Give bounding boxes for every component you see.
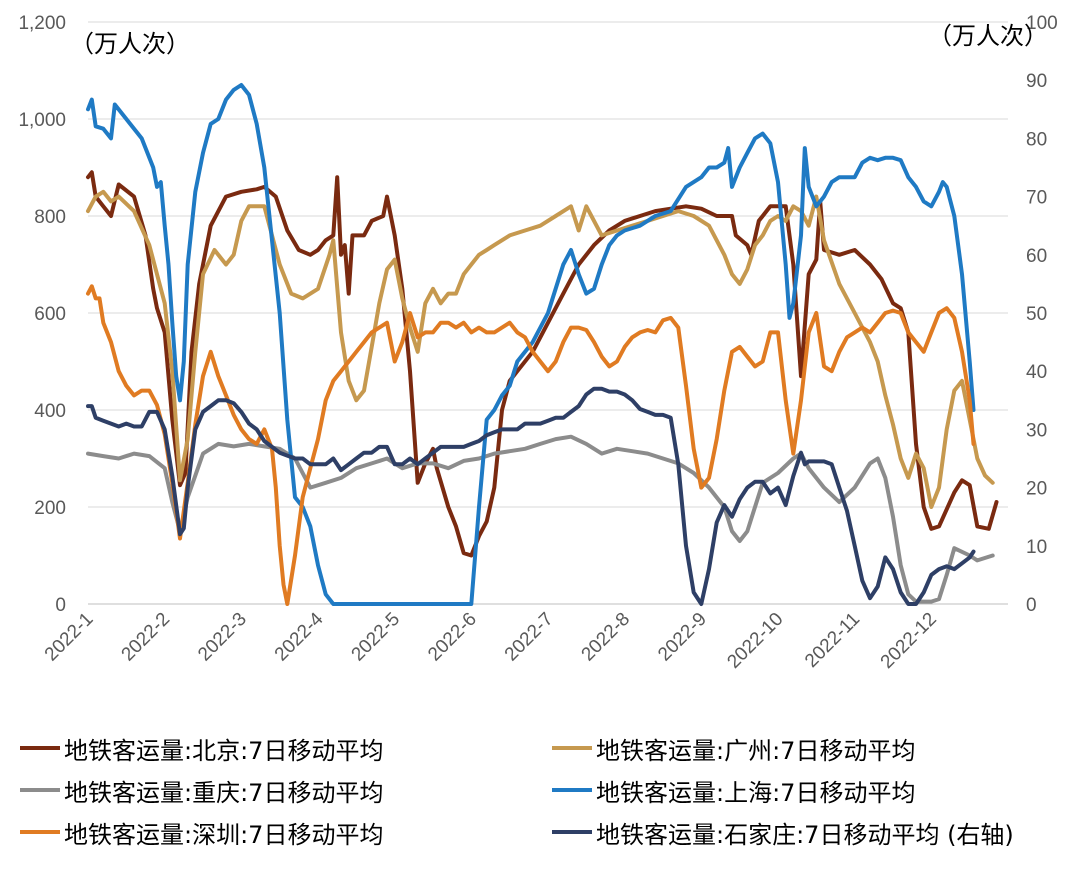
x-tick-label: 2022-1	[41, 609, 98, 666]
right-tick-label: 90	[1026, 71, 1047, 92]
x-axis: 2022-1 2022-2 2022-3 2022-4 2022-5 2022-6 2022…	[41, 608, 941, 672]
right-tick-label: 70	[1026, 188, 1047, 209]
legend-item: 地铁客运量:石家庄:7日移动平均 (右轴)	[552, 814, 1014, 850]
legend-swatch	[552, 746, 592, 750]
right-tick-label: 30	[1026, 420, 1047, 441]
legend-label: 地铁客运量:深圳:7日移动平均	[64, 820, 384, 849]
left-y-axis: 0 200 400 600 800 1,000 1,200	[18, 13, 66, 616]
right-tick-label: 20	[1026, 479, 1047, 500]
series-line-2	[86, 434, 995, 604]
left-tick-label: 1,000	[18, 110, 66, 131]
legend-item: 地铁客运量:北京:7日移动平均	[20, 730, 383, 766]
series-line-0	[86, 170, 999, 558]
legend-swatch	[20, 746, 60, 750]
right-tick-label: 40	[1026, 362, 1047, 383]
left-tick-label: 400	[34, 401, 66, 422]
right-axis-unit: （万人次）	[928, 22, 1048, 50]
x-tick-label: 2022-8	[578, 609, 635, 666]
series-line-1	[86, 189, 995, 509]
series-line-3	[86, 83, 976, 606]
legend-item: 地铁客运量:重庆:7日移动平均	[20, 772, 383, 808]
legend-label: 地铁客运量:石家庄:7日移动平均 (右轴)	[596, 820, 1014, 849]
legend-label: 地铁客运量:北京:7日移动平均	[64, 736, 384, 765]
x-tick-label: 2022-5	[348, 609, 405, 666]
legend-item: 地铁客运量:上海:7日移动平均	[552, 772, 915, 808]
x-tick-label: 2022-9	[654, 609, 711, 666]
line-chart: 0 200 400 600 800 1,000 1,200 0 10 20 30 40 50 60 70 8…	[18, 13, 1058, 673]
legend-item: 地铁客运量:广州:7日移动平均	[552, 730, 915, 766]
left-tick-label: 0	[55, 595, 66, 616]
series-line-5	[86, 386, 976, 606]
legend-label: 地铁客运量:重庆:7日移动平均	[64, 778, 384, 807]
right-tick-label: 50	[1026, 304, 1047, 325]
right-tick-label: 0	[1026, 595, 1037, 616]
left-tick-label: 1,200	[18, 13, 66, 34]
x-tick-label: 2022-12	[877, 609, 941, 673]
series-line-4	[86, 284, 976, 606]
x-tick-label: 2022-10	[723, 609, 787, 673]
left-tick-label: 200	[34, 498, 66, 519]
legend-label: 地铁客运量:广州:7日移动平均	[596, 736, 916, 765]
x-tick-label: 2022-3	[194, 609, 251, 666]
left-tick-label: 600	[34, 304, 66, 325]
x-tick-label: 2022-6	[424, 609, 481, 666]
chart-legend: 地铁客运量:北京:7日移动平均 地铁客运量:广州:7日移动平均地铁客运量:重庆:7…	[0, 728, 1080, 868]
x-tick-label: 2022-4	[271, 608, 328, 665]
right-y-axis: 0 10 20 30 40 50 60 70 80 90 100	[1026, 13, 1058, 616]
right-tick-label: 60	[1026, 246, 1047, 267]
series-lines	[86, 83, 999, 606]
legend-swatch	[20, 788, 60, 792]
legend-label: 地铁客运量:上海:7日移动平均	[596, 778, 916, 807]
left-axis-unit: （万人次）	[70, 30, 190, 58]
right-tick-label: 10	[1026, 537, 1047, 558]
right-tick-label: 100	[1026, 13, 1058, 34]
left-tick-label: 800	[34, 207, 66, 228]
right-tick-label: 80	[1026, 129, 1047, 150]
legend-swatch	[20, 830, 60, 834]
legend-swatch	[552, 788, 592, 792]
x-tick-label: 2022-7	[501, 609, 558, 666]
legend-item: 地铁客运量:深圳:7日移动平均	[20, 814, 383, 850]
x-tick-label: 2022-11	[801, 609, 864, 672]
x-tick-label: 2022-2	[118, 609, 175, 666]
legend-swatch	[552, 830, 592, 834]
